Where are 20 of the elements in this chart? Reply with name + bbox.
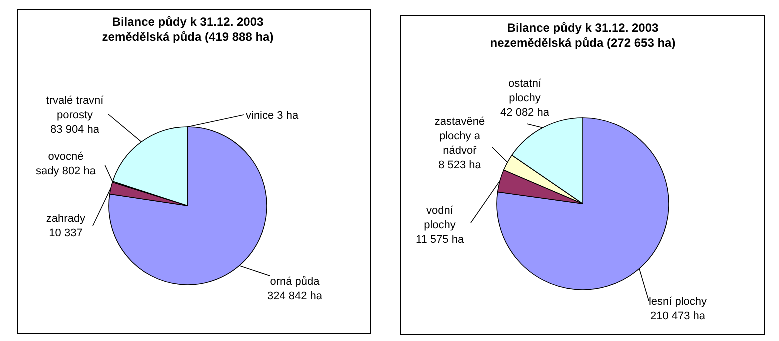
slice-label: ostatní plochy [508, 78, 542, 104]
chart-title: Bilance půdy k 31.12. 2003 [507, 21, 660, 35]
slice-label: vodní plochy [424, 205, 456, 232]
data-label: 8 523 ha [438, 160, 482, 172]
chart-subtitle: nezemědělská půda (272 653 ha) [490, 36, 676, 50]
data-label: 83 904 ha [50, 124, 100, 136]
slice-label: vinice 3 ha [246, 110, 300, 122]
slice-label: trvalé travní porosty [46, 95, 105, 122]
slice-label: lesní plochy [648, 296, 708, 308]
slice-label: zastavěné plochy a nádvoř [434, 116, 486, 157]
chart-subtitle: zemědělská půda (419 888 ha) [102, 30, 274, 44]
data-label: 210 473 ha [650, 310, 706, 322]
slice-label: zahrady [46, 213, 86, 225]
data-label: 10 337 [49, 228, 83, 240]
data-label: 11 575 ha [416, 234, 465, 246]
slice-label: orná půda [270, 276, 321, 288]
slice-label: ovocné sady 802 ha [36, 151, 97, 178]
data-label: 324 842 ha [267, 290, 324, 302]
data-label: 42 082 ha [500, 107, 550, 119]
chart-title: Bilance půdy k 31.12. 2003 [112, 15, 264, 29]
